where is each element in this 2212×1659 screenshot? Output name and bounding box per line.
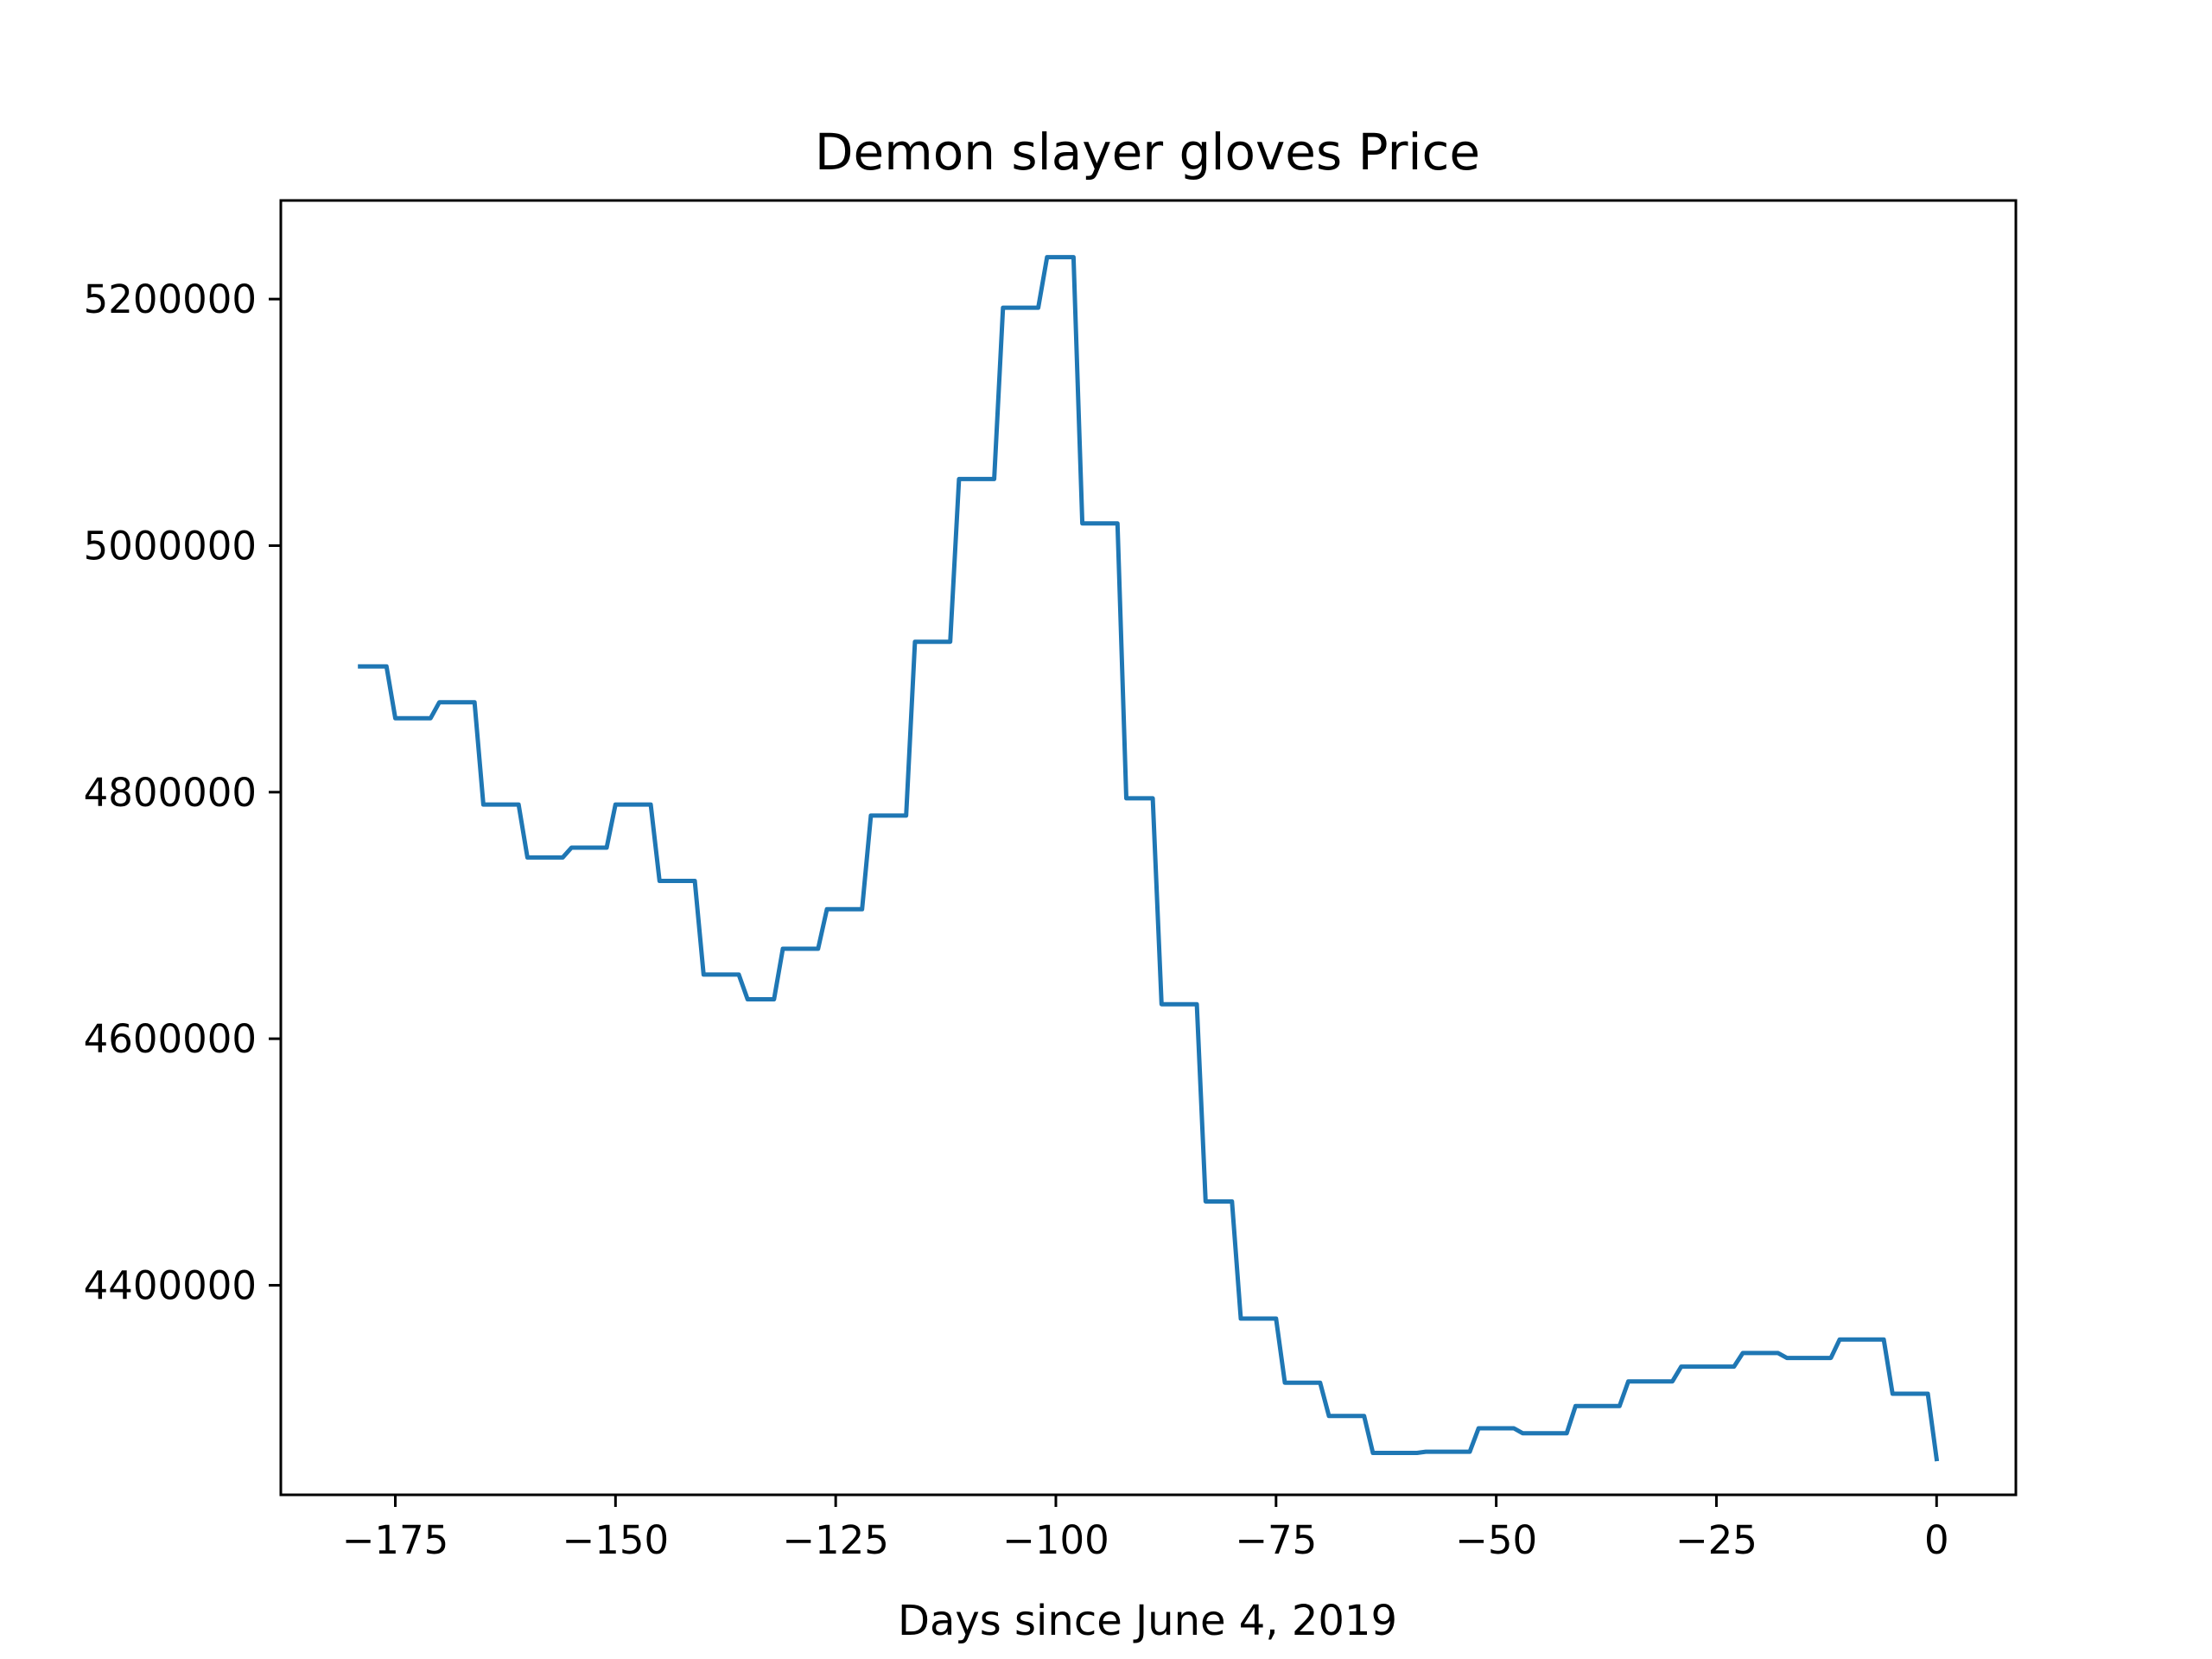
x-tick-label: −175 [342, 1517, 449, 1563]
y-tick-label: 4600000 [84, 1016, 257, 1062]
series-line-0 [358, 255, 1940, 1462]
x-axis-label: Days since June 4, 2019 [898, 1597, 1397, 1645]
x-tick-label: −100 [1002, 1517, 1109, 1563]
y-tick-label: 4400000 [84, 1262, 257, 1308]
x-tick-label: 0 [1924, 1517, 1949, 1563]
x-axis: −175 −150 −125 −100 −75 −50 −25 0 [342, 1495, 1949, 1563]
y-tick-label: 5000000 [84, 523, 257, 569]
x-tick-label: −50 [1455, 1517, 1537, 1563]
x-tick-label: −125 [782, 1517, 889, 1563]
chart-title: Demon slayer gloves Price [815, 123, 1480, 181]
y-tick-label: 5200000 [84, 276, 257, 322]
x-tick-label: −75 [1235, 1517, 1317, 1563]
plot-frame [279, 199, 2018, 1497]
x-tick-label: −25 [1675, 1517, 1758, 1563]
y-tick-label: 4800000 [84, 770, 257, 816]
plot-area [358, 255, 1940, 1462]
y-axis: 4400000 4600000 4800000 5000000 5200000 [84, 276, 281, 1308]
x-tick-label: −150 [563, 1517, 670, 1563]
